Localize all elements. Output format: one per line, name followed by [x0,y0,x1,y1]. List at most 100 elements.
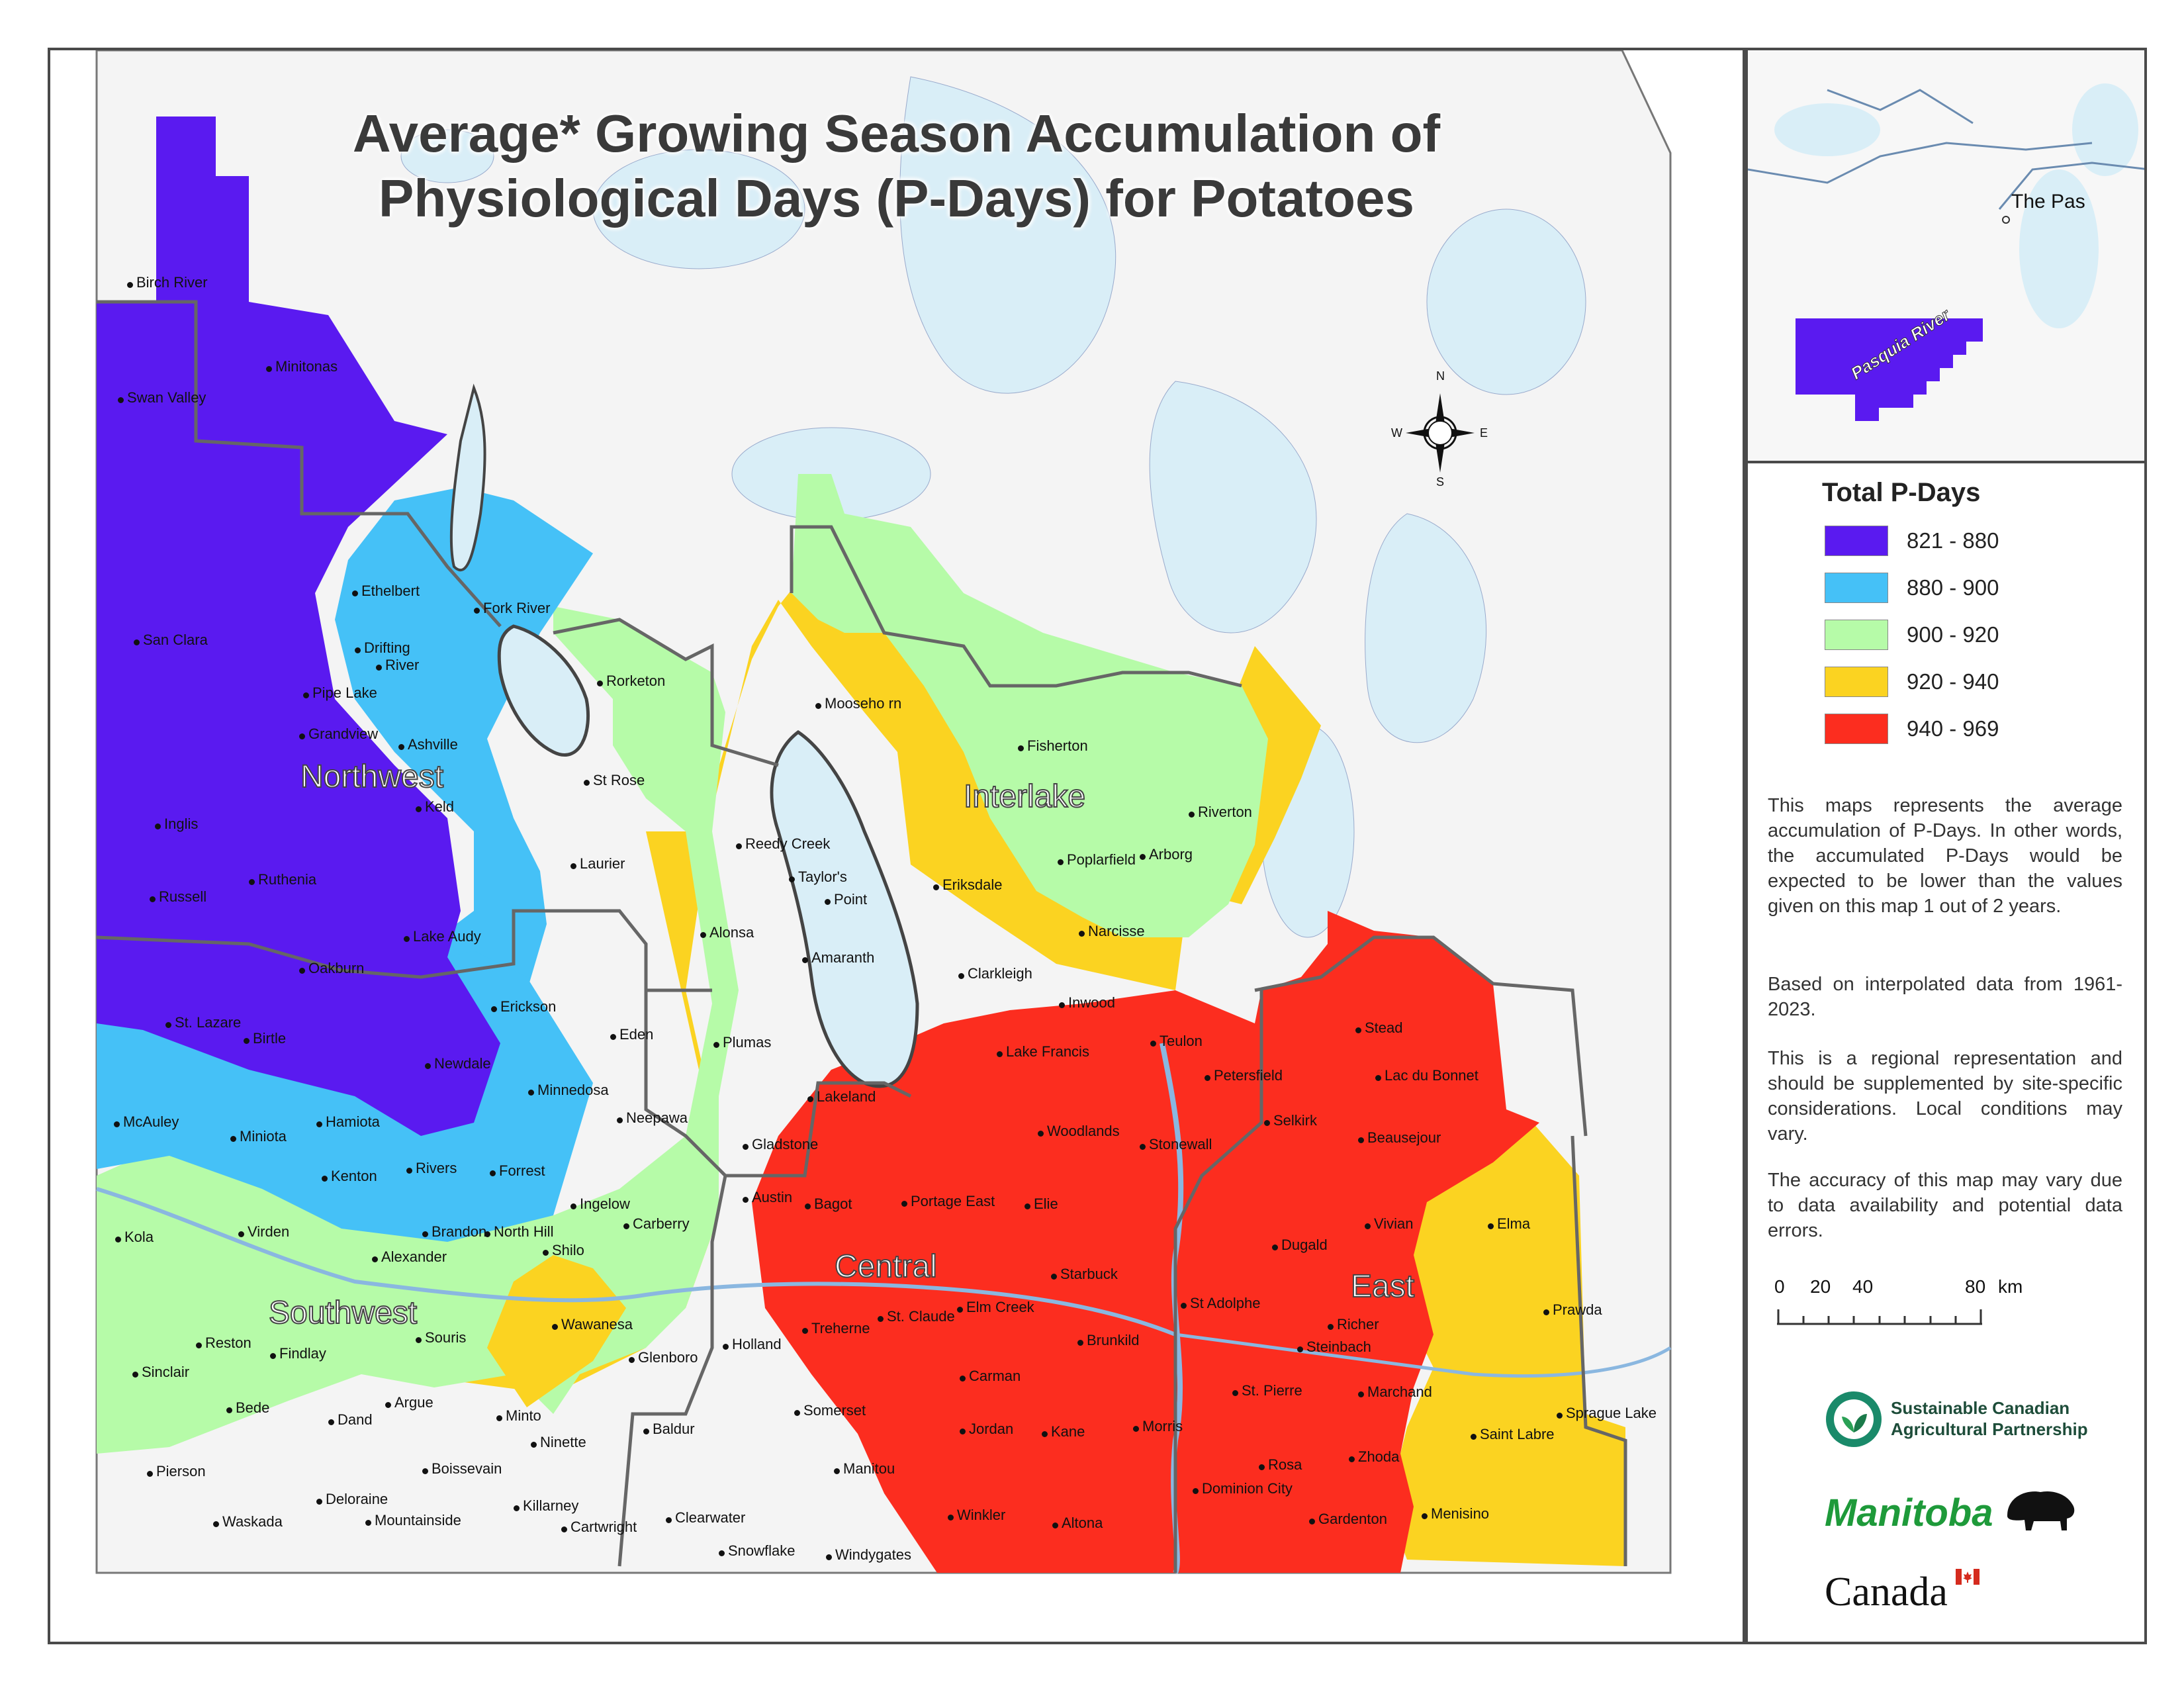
place-dot [700,932,706,938]
place-dot [878,1316,884,1322]
place-dot [960,1376,966,1382]
place-label: Elma [1497,1215,1531,1232]
place-dot [570,1203,576,1209]
place-label: Arborg [1149,846,1193,863]
place-dot [238,1231,244,1237]
place-dot [1259,1464,1265,1470]
legend-label: 821 - 880 [1907,528,1999,553]
place-dot [789,876,795,882]
place-label: Newdale [434,1055,491,1072]
place-dot [352,590,358,596]
place-label: Ingelow [580,1196,630,1212]
compass-w: W [1391,426,1402,440]
compass-n: N [1436,369,1445,383]
inset-pasquia-zone [1796,318,1983,421]
place-dot [629,1357,635,1363]
place-label: Grandview [308,726,379,742]
place-dot [316,1121,322,1127]
scap-line1: Sustainable Canadian [1891,1398,2070,1418]
place-dot [1375,1075,1381,1081]
place-dot [531,1442,537,1448]
place-dot [1349,1456,1355,1462]
place-dot [826,1554,832,1560]
note-2: Based on interpolated data from 1961-202… [1768,974,2122,1020]
place-label: River [385,657,420,673]
place-dot [422,1231,428,1237]
place-label: Russell [159,888,207,905]
place-label: San Clara [143,632,208,648]
place-label: Glenboro [638,1349,698,1366]
place-label: Elie [1034,1196,1058,1212]
place-dot [299,968,305,974]
place-dot [134,639,140,645]
place-label: McAuley [123,1113,179,1130]
scale-tick-20: 20 [1810,1276,1831,1297]
place-dot [528,1090,534,1096]
place-label: Cartwright [570,1519,637,1535]
place-dot [1543,1309,1549,1315]
scale-tick-0: 0 [1774,1276,1785,1297]
place-label: Findlay [279,1345,326,1362]
place-label: Kane [1051,1423,1085,1440]
place-label: Rosa [1268,1456,1302,1473]
place-label: Clearwater [675,1509,746,1526]
place-label: Dominion City [1202,1480,1293,1497]
place-dot [249,879,255,885]
place-label: Eriksdale [942,876,1003,893]
place-label: Killarney [523,1497,579,1514]
scale-unit: km [1998,1276,2023,1297]
assiniboine-river [96,1187,1177,1336]
place-dot [1181,1303,1187,1309]
place-dot [570,863,576,869]
place-dot [514,1505,520,1511]
place-label: Erickson [500,998,557,1015]
place-label: Riverton [1198,804,1252,820]
place-dot [1365,1223,1371,1229]
place-dot [422,1468,428,1474]
place-label: Mountainside [375,1512,461,1528]
place-dot [385,1402,391,1408]
place-label: Lake Francis [1006,1043,1089,1060]
place-dot [147,1471,153,1477]
place-label: St Adolphe [1190,1295,1261,1311]
place-label: Richer [1337,1316,1379,1333]
place-label: Teulon [1160,1033,1203,1049]
place-label: Souris [425,1329,467,1346]
place-label: Marchand [1367,1383,1432,1400]
place-label: Selkirk [1273,1112,1318,1129]
place-dot [355,647,361,653]
compass-e: E [1480,426,1488,440]
place-label: Windygates [835,1546,911,1563]
place-dot [802,1328,808,1334]
zone-920-940-blob-sw [487,1255,626,1407]
place-label: St. Claude [887,1308,955,1325]
place-dot [406,1168,412,1174]
inset-the-pas: The Pas [2011,191,2085,212]
place-dot [1133,1426,1139,1432]
place-dot [1077,1340,1083,1346]
place-dot [610,1034,616,1040]
place-label: Ethelbert [361,583,420,599]
place-label: Ashville [408,736,458,753]
place-dot [1140,854,1146,860]
inset-canvas [1748,50,2144,461]
place-label: Argue [394,1394,433,1411]
place-dot [957,1307,963,1313]
region-central: Central [834,1248,938,1285]
place-label: Stonewall [1149,1136,1212,1152]
manitoba-wordmark: Manitoba [1825,1491,1993,1534]
place-dot [958,973,964,979]
place-label: Neepawa [626,1109,688,1126]
place-dot [244,1038,250,1044]
place-label: Sprague Lake [1566,1405,1657,1421]
place-dot [743,1197,749,1203]
place-label: Somerset [803,1402,866,1419]
canada-logo: Canada [1825,1562,2023,1628]
place-dot [1140,1144,1146,1150]
place-label: Dugald [1281,1237,1328,1253]
place-dot [543,1250,549,1256]
place-label: Kola [124,1229,154,1245]
place-dot [404,936,410,942]
place-dot [398,744,404,750]
place-dot [1042,1431,1048,1437]
